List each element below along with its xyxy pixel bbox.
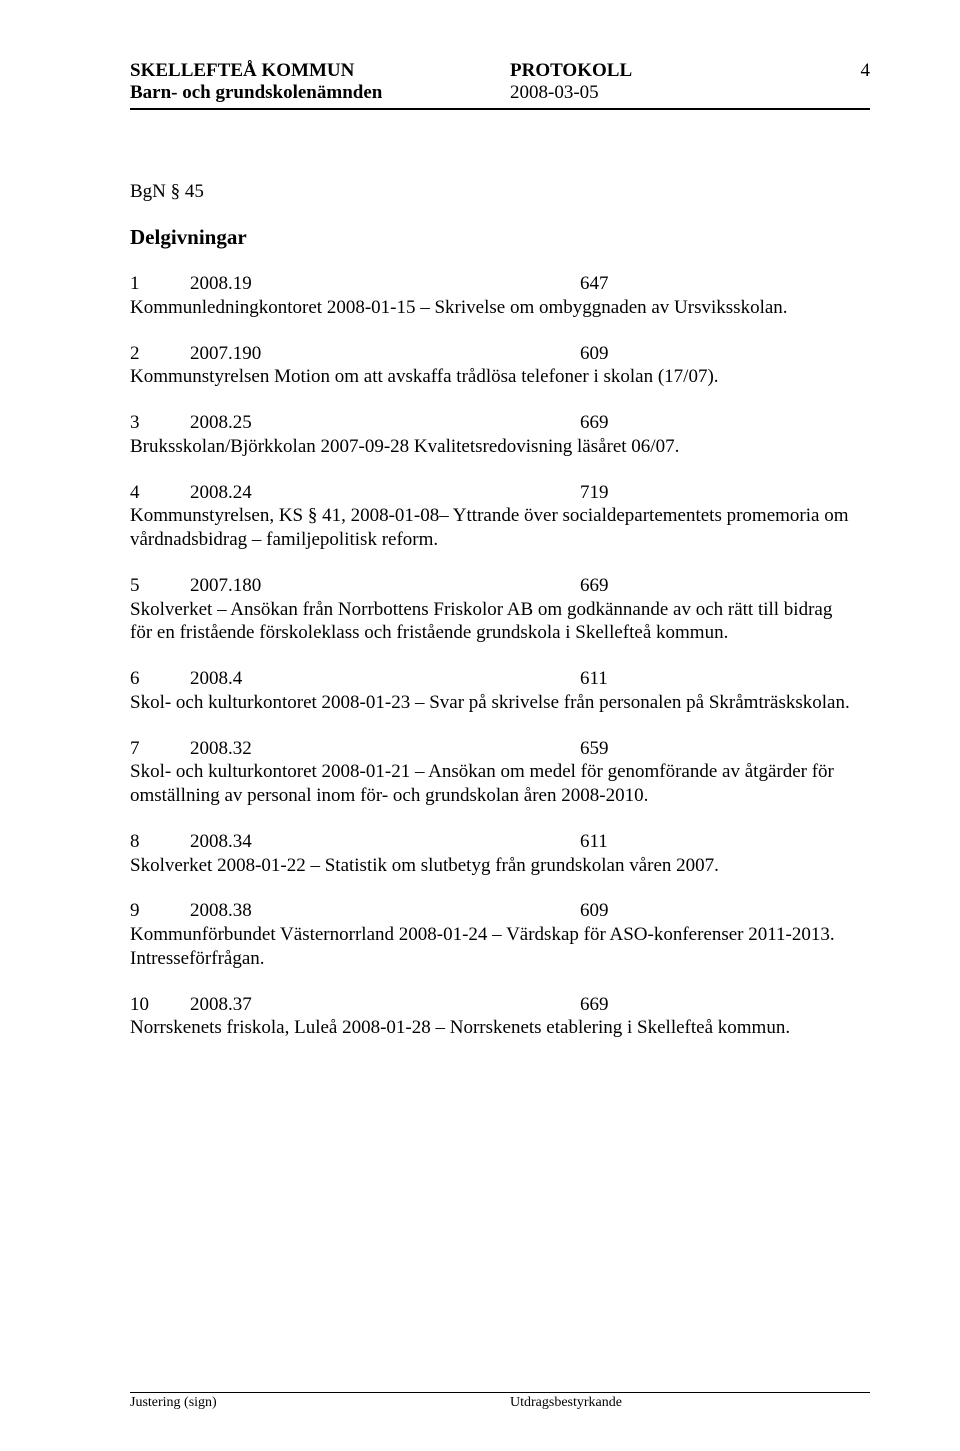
item-num: 7 [130,737,190,761]
item-text: Kommunledningkontoret 2008-01-15 – Skriv… [130,296,850,320]
header-rule [130,108,870,110]
list-item: 92008.38609Kommunförbundet Västernorrlan… [130,899,870,970]
list-item: 62008.4611Skol- och kulturkontoret 2008-… [130,667,870,715]
item-ref: 611 [580,667,670,691]
item-code: 2008.37 [190,993,580,1017]
header-row-1: SKELLEFTEÅ KOMMUN PROTOKOLL 4 [130,60,870,82]
item-num: 2 [130,342,190,366]
item-ref: 647 [580,272,670,296]
items-list: 12008.19647Kommunledningkontoret 2008-01… [130,272,870,1040]
item-num: 8 [130,830,190,854]
header-date: 2008-03-05 [510,82,750,104]
item-code: 2008.38 [190,899,580,923]
item-head: 62008.4611 [130,667,670,691]
list-item: 102008.37669Norrskenets friskola, Luleå … [130,993,870,1041]
list-item: 12008.19647Kommunledningkontoret 2008-01… [130,272,870,320]
item-ref: 669 [580,411,670,435]
item-num: 4 [130,481,190,505]
footer-right: Utdragsbestyrkande [510,1395,870,1411]
header-org: SKELLEFTEÅ KOMMUN [130,60,510,82]
item-text: Skol- och kulturkontoret 2008-01-21 – An… [130,760,850,808]
item-ref: 611 [580,830,670,854]
item-head: 32008.25669 [130,411,670,435]
item-text: Bruksskolan/Björkkolan 2007-09-28 Kvalit… [130,435,850,459]
item-ref: 669 [580,574,670,598]
item-code: 2008.32 [190,737,580,761]
document-body: BgN § 45 Delgivningar 12008.19647Kommunl… [130,180,870,1040]
header-row-2: Barn- och grundskolenämnden 2008-03-05 [130,82,870,104]
item-head: 12008.19647 [130,272,670,296]
item-ref: 659 [580,737,670,761]
page: SKELLEFTEÅ KOMMUN PROTOKOLL 4 Barn- och … [0,0,960,1451]
item-text: Skolverket 2008-01-22 – Statistik om slu… [130,854,850,878]
item-text: Kommunförbundet Västernorrland 2008-01-2… [130,923,850,971]
list-item: 42008.24719Kommunstyrelsen, KS § 41, 200… [130,481,870,552]
list-item: 52007.180669Skolverket – Ansökan från No… [130,574,870,645]
list-item: 72008.32659Skol- och kulturkontoret 2008… [130,737,870,808]
item-head: 22007.190609 [130,342,670,366]
item-head: 42008.24719 [130,481,670,505]
footer-rule [130,1392,870,1393]
item-head: 92008.38609 [130,899,670,923]
section-id: BgN § 45 [130,180,870,204]
item-ref: 609 [580,899,670,923]
item-code: 2008.34 [190,830,580,854]
header-page-num: 4 [750,60,870,82]
item-code: 2008.4 [190,667,580,691]
item-ref: 719 [580,481,670,505]
item-num: 10 [130,993,190,1017]
item-text: Skolverket – Ansökan från Norrbottens Fr… [130,598,850,646]
item-text: Kommunstyrelsen Motion om att avskaffa t… [130,365,850,389]
footer-left: Justering (sign) [130,1395,510,1411]
list-item: 82008.34611Skolverket 2008-01-22 – Stati… [130,830,870,878]
item-head: 102008.37669 [130,993,670,1017]
item-text: Skol- och kulturkontoret 2008-01-23 – Sv… [130,691,850,715]
item-num: 9 [130,899,190,923]
item-code: 2008.24 [190,481,580,505]
footer-row: Justering (sign) Utdragsbestyrkande [130,1395,870,1411]
list-item: 32008.25669Bruksskolan/Björkkolan 2007-0… [130,411,870,459]
item-ref: 669 [580,993,670,1017]
item-head: 72008.32659 [130,737,670,761]
item-num: 3 [130,411,190,435]
item-num: 1 [130,272,190,296]
section-title: Delgivningar [130,224,870,250]
item-ref: 609 [580,342,670,366]
item-text: Kommunstyrelsen, KS § 41, 2008-01-08– Yt… [130,504,850,552]
item-text: Norrskenets friskola, Luleå 2008-01-28 –… [130,1016,850,1040]
header-committee: Barn- och grundskolenämnden [130,82,510,104]
item-num: 5 [130,574,190,598]
item-head: 82008.34611 [130,830,670,854]
item-code: 2008.25 [190,411,580,435]
list-item: 22007.190609Kommunstyrelsen Motion om at… [130,342,870,390]
item-num: 6 [130,667,190,691]
page-header: SKELLEFTEÅ KOMMUN PROTOKOLL 4 Barn- och … [130,60,870,110]
page-footer: Justering (sign) Utdragsbestyrkande [130,1392,870,1411]
item-code: 2007.190 [190,342,580,366]
item-head: 52007.180669 [130,574,670,598]
header-doc-type: PROTOKOLL [510,60,750,82]
item-code: 2008.19 [190,272,580,296]
header-spacer [750,82,870,104]
item-code: 2007.180 [190,574,580,598]
